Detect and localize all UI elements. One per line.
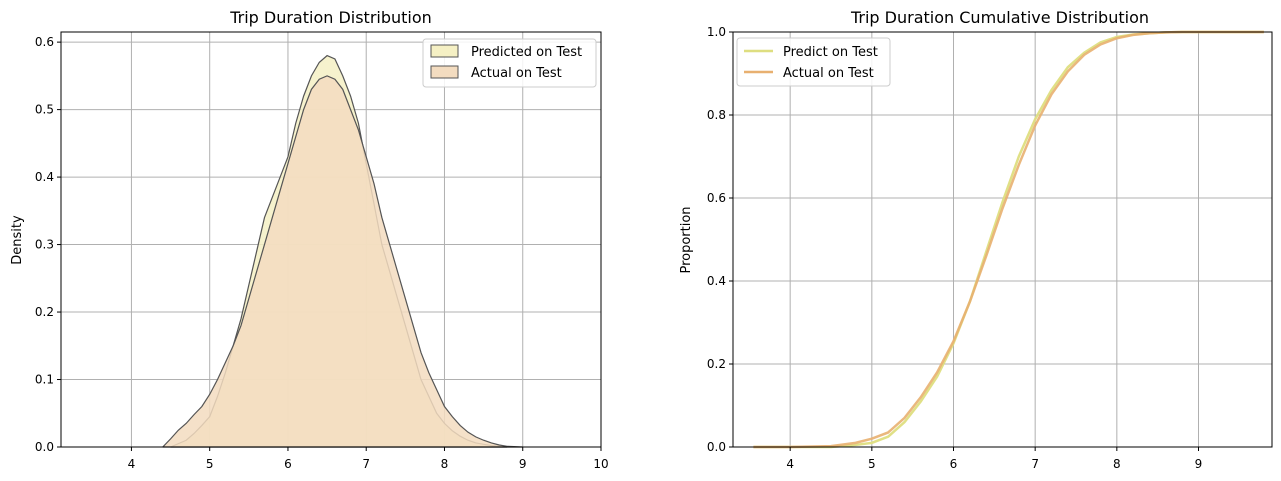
x-tick-label: 8 [1113, 457, 1121, 471]
y-tick-label: 0.3 [35, 238, 54, 252]
legend-label-actual: Actual on Test [471, 66, 562, 81]
x-tick-label: 6 [950, 457, 958, 471]
y-tick-label: 0.4 [35, 170, 54, 184]
y-tick-label: 0.5 [35, 103, 54, 117]
y-tick-label: 0.4 [707, 274, 726, 288]
density-legend: Predicted on Test Actual on Test [422, 38, 597, 88]
y-tick-label: 0.1 [35, 373, 54, 387]
cumulative-legend: Predict on Test Actual on Test [736, 37, 891, 87]
legend-swatch-actual [430, 65, 459, 79]
x-tick-label: 4 [128, 457, 136, 471]
x-tick-label: 9 [519, 457, 527, 471]
x-tick-label: 8 [441, 457, 449, 471]
x-tick-label: 7 [362, 457, 370, 471]
cumulative-legend-box [736, 37, 891, 87]
legend-label-predict: Predict on Test [783, 45, 878, 60]
cumulative-series-lines [753, 30, 1264, 449]
legend-label-actual-cdf: Actual on Test [783, 66, 874, 81]
y-tick-label: 0.0 [707, 440, 726, 454]
x-tick-label: 5 [868, 457, 876, 471]
legend-swatch-predicted [430, 44, 459, 58]
x-tick-label: 6 [284, 457, 292, 471]
x-tick-label: 10 [593, 457, 608, 471]
y-tick-label: 0.8 [707, 108, 726, 122]
y-tick-label: 0.2 [707, 357, 726, 371]
y-tick-label: 0.0 [35, 440, 54, 454]
cdf-line-actual [753, 30, 1264, 449]
cumulative-ticks: 4 5 6 7 8 9 0.0 0.2 0.4 0.6 0.8 1.0 [707, 25, 1202, 471]
y-tick-label: 0.6 [35, 35, 54, 49]
x-tick-label: 4 [786, 457, 794, 471]
density-chart-title: Trip Duration Distribution [229, 8, 432, 27]
density-legend-box [422, 38, 597, 88]
legend-label-predicted: Predicted on Test [471, 45, 582, 60]
x-tick-label: 5 [206, 457, 214, 471]
density-chart: Trip Duration Distribution Density 4 5 6 7 8… [10, 8, 609, 471]
density-axes-frame [60, 31, 602, 448]
density-series-areas [162, 54, 523, 448]
density-ticks: 4 5 6 7 8 9 10 0.0 0.1 0.2 0.3 0.4 0.5 0.6 [35, 35, 609, 471]
density-y-axis-label: Density [10, 215, 25, 265]
y-tick-label: 1.0 [707, 25, 726, 39]
cumulative-axes-frame [732, 31, 1273, 448]
x-tick-label: 9 [1195, 457, 1203, 471]
cumulative-y-axis-label: Proportion [679, 206, 694, 273]
y-tick-label: 0.2 [35, 305, 54, 319]
cumulative-grid [733, 31, 1272, 448]
density-area-actual [162, 75, 523, 448]
cumulative-chart-title: Trip Duration Cumulative Distribution [850, 8, 1149, 27]
cumulative-chart: Trip Duration Cumulative Distribution Pr… [679, 8, 1273, 471]
cdf-line-predict [753, 30, 1264, 449]
y-tick-label: 0.6 [707, 191, 726, 205]
x-tick-label: 7 [1031, 457, 1039, 471]
